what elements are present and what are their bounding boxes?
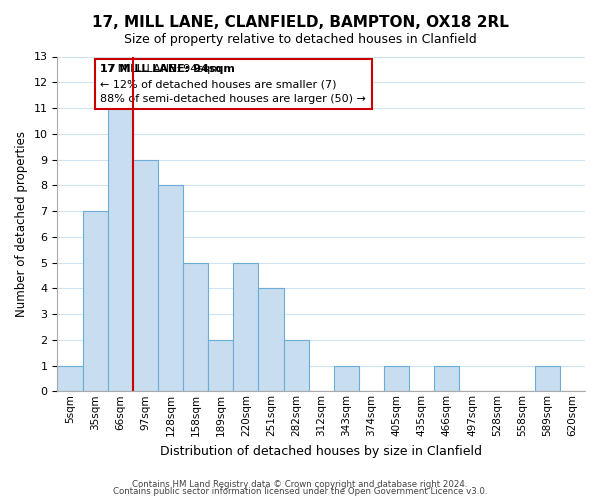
Bar [133, 160, 158, 392]
Bar [535, 366, 560, 392]
Bar [183, 262, 208, 392]
Bar [107, 108, 133, 392]
Text: 17 MILL LANE: 94sqm
← 12% of detached houses are smaller (7)
88% of semi-detache: 17 MILL LANE: 94sqm ← 12% of detached ho… [100, 64, 366, 104]
Bar [158, 186, 183, 392]
Bar [58, 366, 83, 392]
Y-axis label: Number of detached properties: Number of detached properties [15, 131, 28, 317]
Text: Contains HM Land Registry data © Crown copyright and database right 2024.: Contains HM Land Registry data © Crown c… [132, 480, 468, 489]
Bar [334, 366, 359, 392]
Bar [259, 288, 284, 392]
Text: 17, MILL LANE, CLANFIELD, BAMPTON, OX18 2RL: 17, MILL LANE, CLANFIELD, BAMPTON, OX18 … [92, 15, 508, 30]
Bar [233, 262, 259, 392]
Bar [83, 211, 107, 392]
Bar [384, 366, 409, 392]
Bar [208, 340, 233, 392]
Bar [284, 340, 308, 392]
Text: Contains public sector information licensed under the Open Government Licence v3: Contains public sector information licen… [113, 488, 487, 496]
Text: Size of property relative to detached houses in Clanfield: Size of property relative to detached ho… [124, 32, 476, 46]
X-axis label: Distribution of detached houses by size in Clanfield: Distribution of detached houses by size … [160, 444, 482, 458]
Bar [434, 366, 460, 392]
Text: 17 MILL LANE: 94sqm: 17 MILL LANE: 94sqm [100, 64, 235, 104]
